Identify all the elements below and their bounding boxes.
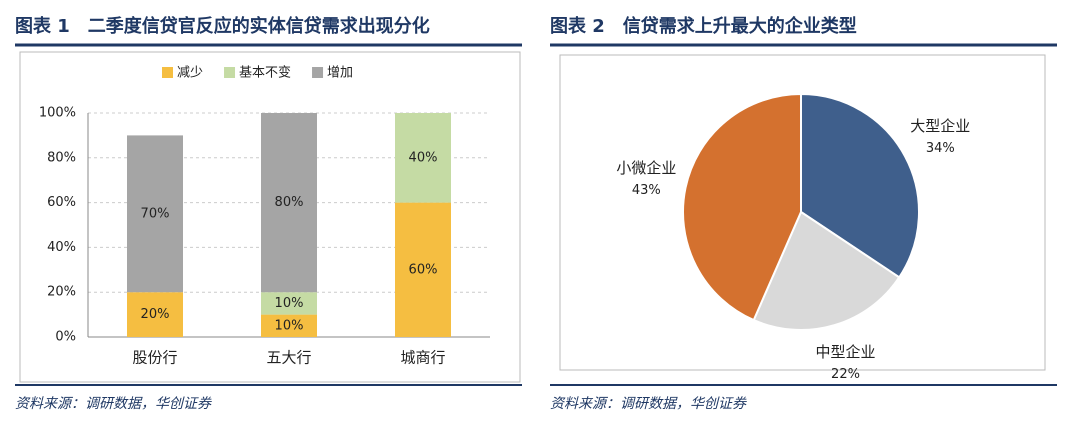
bar	[261, 292, 317, 315]
y-tick-label: 0%	[55, 330, 76, 345]
slice-label: 小微企业	[616, 159, 676, 177]
legend-label: 减少	[177, 66, 203, 81]
slice-label: 中型企业	[816, 343, 876, 361]
y-tick-label: 20%	[47, 285, 76, 300]
bar	[261, 113, 317, 293]
legend-label: 增加	[327, 66, 353, 81]
legend-label: 基本不变	[239, 65, 291, 81]
slice-value: 34%	[926, 141, 955, 156]
data-label: 10%	[275, 318, 304, 333]
bar	[127, 292, 183, 337]
chart-title: 图表 2 信贷需求上升最大的企业类型	[550, 15, 857, 37]
legend-swatch	[312, 67, 324, 78]
legend-swatch	[224, 67, 236, 78]
data-label: 70%	[141, 206, 170, 221]
y-tick-label: 100%	[39, 106, 76, 121]
y-tick-label: 60%	[47, 195, 76, 210]
bar	[395, 113, 451, 203]
y-tick-label: 40%	[47, 240, 76, 255]
x-tick-label: 城商行	[400, 349, 445, 367]
pie-slice	[682, 92, 802, 322]
chart-title: 图表 1 二季度信贷官反应的实体信贷需求出现分化	[15, 15, 430, 37]
chart2-frame	[559, 54, 1046, 371]
legend-swatch	[162, 67, 173, 78]
slice-value: 22%	[831, 367, 860, 382]
data-label: 10%	[275, 296, 304, 311]
x-tick-label: 五大行	[266, 349, 311, 367]
data-label: 60%	[409, 262, 438, 277]
slice-value: 43%	[632, 183, 661, 198]
x-tick-label: 股份行	[132, 349, 177, 367]
data-label: 80%	[275, 195, 304, 210]
y-tick-label: 80%	[47, 150, 76, 165]
bar	[127, 135, 183, 293]
bar	[261, 314, 317, 337]
chart1-frame	[19, 51, 521, 383]
source: 资料来源：调研数据，华创证券	[550, 396, 747, 412]
pie-slice	[752, 210, 901, 331]
bar	[395, 202, 451, 337]
data-label: 20%	[141, 307, 170, 322]
data-label: 40%	[409, 150, 438, 165]
source: 资料来源：调研数据，华创证券	[15, 396, 212, 412]
slice-label: 大型企业	[910, 117, 970, 135]
